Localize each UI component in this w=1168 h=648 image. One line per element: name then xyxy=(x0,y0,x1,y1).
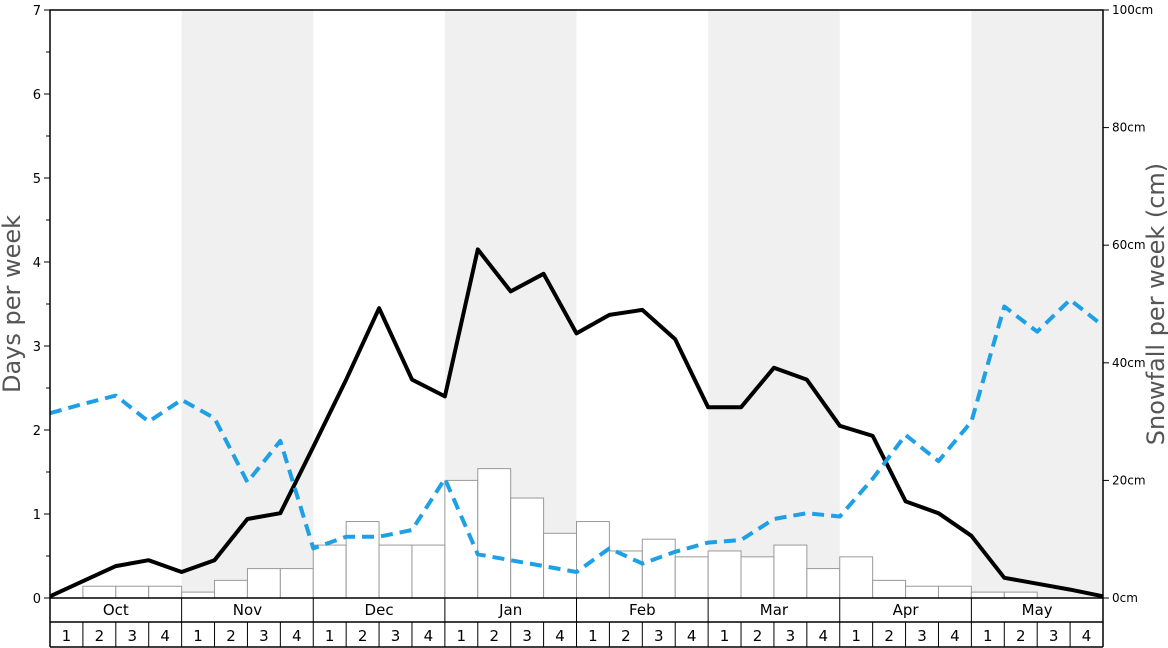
right-tick-label: 100cm xyxy=(1112,3,1153,17)
left-tick-label: 4 xyxy=(33,256,41,271)
right-tick-label: 60cm xyxy=(1112,238,1146,252)
snowfall-bar xyxy=(674,556,709,599)
month-shade-nov xyxy=(181,10,314,598)
left-tick-label: 5 xyxy=(33,172,41,187)
month-shading xyxy=(181,10,1103,598)
snowfall-bar xyxy=(937,585,972,599)
month-label-mar: Mar xyxy=(760,601,789,619)
week-label: 1 xyxy=(62,627,72,645)
snowfall-bar xyxy=(707,550,742,599)
snowfall-bar xyxy=(148,585,183,599)
snowfall-bars xyxy=(82,468,1038,599)
x-axis-table: Oct 1 2 3 4 Nov 1 2 3 4 Dec 1 2 3 4 Jan 1 2 3 4 Feb 1 2 3 4 Mar 1 2… xyxy=(49,598,1104,648)
week-label: 1 xyxy=(983,627,993,645)
week-label: 2 xyxy=(489,627,499,645)
snowfall-bar xyxy=(641,538,676,599)
week-label: 3 xyxy=(654,627,664,645)
week-label: 3 xyxy=(917,627,927,645)
right-tick-label: 0cm xyxy=(1112,591,1138,605)
snowfall-bar xyxy=(82,585,117,599)
week-label: 4 xyxy=(555,627,565,645)
snowfall-bar xyxy=(510,497,545,599)
week-label: 3 xyxy=(522,627,532,645)
month-label-dec: Dec xyxy=(365,601,394,619)
week-label: 2 xyxy=(1016,627,1026,645)
week-label: 3 xyxy=(786,627,796,645)
right-tick-label: 80cm xyxy=(1112,121,1146,135)
right-axis-title: Snowfall per week (cm) xyxy=(1142,163,1168,445)
snowfall-bar xyxy=(970,591,1005,599)
week-label: 4 xyxy=(160,627,170,645)
week-label: 1 xyxy=(720,627,730,645)
week-label: 1 xyxy=(325,627,335,645)
snowfall-bar xyxy=(543,532,577,599)
snowfall-bar xyxy=(345,521,380,599)
snowfall-bar xyxy=(773,544,808,599)
days-lines xyxy=(49,247,1105,599)
left-tick-label: 3 xyxy=(33,340,41,355)
week-label: 3 xyxy=(1049,627,1059,645)
month-shade-may xyxy=(971,10,1103,598)
series-line-solid xyxy=(49,247,1104,599)
right-tick-label: 20cm xyxy=(1112,473,1146,487)
week-label: 1 xyxy=(851,627,861,645)
snowfall-bar xyxy=(214,579,248,599)
right-axis: 0cm 20cm 40cm 60cm 80cm 100cm xyxy=(1103,3,1153,605)
week-label: 2 xyxy=(621,627,631,645)
month-label-may: May xyxy=(1022,601,1053,619)
month-label-oct: Oct xyxy=(103,601,129,619)
left-tick-label: 7 xyxy=(33,4,41,19)
left-tick-label: 2 xyxy=(33,424,41,439)
month-label-apr: Apr xyxy=(893,601,920,619)
week-label: 2 xyxy=(884,627,894,645)
snowfall-bar xyxy=(608,550,643,599)
snowfall-bar xyxy=(411,544,446,599)
snowfall-bar xyxy=(872,579,907,599)
left-tick-label: 1 xyxy=(33,508,41,523)
snowfall-bar xyxy=(115,585,150,599)
snowfall-bar xyxy=(181,591,216,599)
left-axis: 0 1 2 3 4 5 6 7 xyxy=(33,4,50,607)
week-label: 1 xyxy=(588,627,598,645)
week-label: 2 xyxy=(95,627,105,645)
left-axis-title: Days per week xyxy=(0,215,26,393)
snowfall-bar xyxy=(246,568,281,599)
week-label: 4 xyxy=(292,627,302,645)
month-label-nov: Nov xyxy=(233,601,262,619)
month-label-jan: Jan xyxy=(498,601,522,619)
snowfall-bar xyxy=(806,568,841,599)
week-label: 3 xyxy=(259,627,269,645)
series-line-dashed xyxy=(49,297,1105,574)
week-label: 4 xyxy=(1082,627,1092,645)
snowfall-bar xyxy=(839,556,874,599)
left-tick-label: 6 xyxy=(33,88,41,103)
snowfall-bar xyxy=(312,544,347,599)
snowfall-bar xyxy=(905,585,939,599)
week-label: 1 xyxy=(457,627,467,645)
week-label: 2 xyxy=(226,627,236,645)
week-label: 2 xyxy=(358,627,368,645)
week-label: 3 xyxy=(127,627,137,645)
week-label: 4 xyxy=(819,627,829,645)
week-label: 3 xyxy=(391,627,401,645)
snowfall-bar xyxy=(279,568,314,599)
left-tick-label: 0 xyxy=(33,592,41,607)
right-tick-label: 40cm xyxy=(1112,356,1146,370)
month-label-feb: Feb xyxy=(629,601,656,619)
snowfall-bar xyxy=(378,544,413,599)
week-label: 4 xyxy=(424,627,434,645)
snowfall-bar xyxy=(477,468,512,599)
week-label: 1 xyxy=(193,627,203,645)
month-shade-mar xyxy=(708,10,840,598)
week-label: 4 xyxy=(950,627,960,645)
snowfall-bar xyxy=(1003,591,1038,599)
week-label: 4 xyxy=(687,627,697,645)
snowfall-bar xyxy=(740,556,775,599)
week-label: 2 xyxy=(753,627,763,645)
